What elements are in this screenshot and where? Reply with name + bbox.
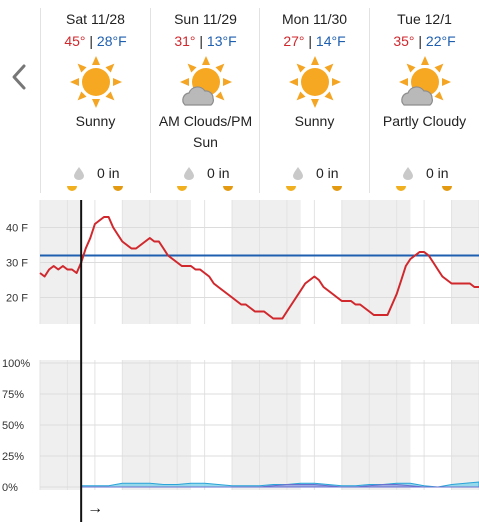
sunset-icon bbox=[113, 186, 123, 191]
sunset-icon bbox=[332, 186, 342, 191]
precip-row: 0 in bbox=[260, 163, 369, 181]
probability-area bbox=[81, 484, 479, 488]
sun-icon bbox=[69, 56, 122, 108]
day-column[interactable]: Sat 11/28 45° | 28°F Sunny 0 in bbox=[40, 8, 150, 193]
low-temp: 14°F bbox=[315, 33, 346, 49]
sun-icon bbox=[288, 56, 341, 108]
day-condition: Sunny bbox=[75, 113, 116, 129]
precip-probability-chart[interactable]: 100% 75% 50% 25% 0% bbox=[2, 358, 479, 494]
day-temps: 45° | 28°F bbox=[41, 33, 150, 51]
temp-separator: | bbox=[418, 33, 423, 49]
low-temp: 22°F bbox=[425, 33, 456, 49]
raindrop-icon bbox=[184, 167, 194, 180]
precip-amount: 0 in bbox=[426, 165, 449, 181]
sunrise-icon bbox=[67, 186, 77, 191]
sunrise-icon bbox=[286, 186, 296, 191]
raindrop-icon bbox=[293, 167, 303, 180]
day-date: Sat 11/28 bbox=[66, 11, 125, 27]
day-temps: 31° | 13°F bbox=[151, 33, 260, 51]
low-temp: 13°F bbox=[206, 33, 237, 49]
sunset-icon bbox=[223, 186, 233, 191]
y-tick-label: 40 F bbox=[6, 223, 28, 235]
y-tick-label: 25% bbox=[2, 451, 24, 463]
high-temp: 35° bbox=[393, 33, 415, 49]
sun-cloud-icon bbox=[179, 56, 232, 106]
temp-separator: | bbox=[199, 33, 204, 49]
temperature-chart[interactable]: 40 F 30 F 20 F bbox=[6, 200, 479, 324]
y-tick-label: 100% bbox=[2, 358, 30, 370]
y-tick-label: 20 F bbox=[6, 293, 28, 305]
hourly-charts[interactable]: 40 F 30 F 20 F 100% 75% 50% 25% 0% → bbox=[0, 200, 479, 530]
precip-amount: 0 in bbox=[207, 165, 230, 181]
high-temp: 45° bbox=[64, 33, 86, 49]
forecast-days: Sat 11/28 45° | 28°F Sunny 0 in Sun 11/2… bbox=[40, 8, 479, 193]
precip-amount: 0 in bbox=[97, 165, 120, 181]
y-tick-label: 30 F bbox=[6, 258, 28, 270]
prev-days-button[interactable] bbox=[8, 62, 30, 92]
high-temp: 31° bbox=[174, 33, 196, 49]
day-column[interactable]: Mon 11/30 27° | 14°F Sunny 0 in bbox=[259, 8, 369, 193]
day-column[interactable]: Tue 12/1 35° | 22°F Partly Cloudy 0 in bbox=[369, 8, 479, 193]
y-tick-label: 0% bbox=[2, 482, 18, 494]
day-condition: Partly Cloudy bbox=[382, 113, 467, 129]
day-temps: 27° | 14°F bbox=[260, 33, 369, 51]
temperature-line bbox=[39, 216, 479, 320]
raindrop-icon bbox=[74, 167, 84, 180]
y-tick-label: 75% bbox=[2, 389, 24, 401]
precip-amount: 0 in bbox=[316, 165, 339, 181]
day-column[interactable]: Sun 11/29 31° | 13°F AM Clouds/PM Sun 0 … bbox=[150, 8, 260, 193]
precip-row: 0 in bbox=[370, 163, 479, 181]
y-tick-label: 50% bbox=[2, 420, 24, 432]
sun-cloud-icon bbox=[398, 56, 451, 106]
temp-separator: | bbox=[89, 33, 94, 49]
precip-row: 0 in bbox=[151, 163, 260, 181]
day-date: Sun 11/29 bbox=[174, 11, 237, 27]
timeline-arrow[interactable]: → bbox=[87, 500, 103, 517]
day-date: Tue 12/1 bbox=[397, 11, 452, 27]
low-temp: 28°F bbox=[96, 33, 127, 49]
sunrise-icon bbox=[177, 186, 187, 191]
precip-row: 0 in bbox=[41, 163, 150, 181]
day-temps: 35° | 22°F bbox=[370, 33, 479, 51]
temp-separator: | bbox=[308, 33, 313, 49]
chevron-left-icon bbox=[12, 64, 26, 90]
sunset-icon bbox=[442, 186, 452, 191]
sunrise-icon bbox=[396, 186, 406, 191]
day-condition: AM Clouds/PM Sun bbox=[158, 113, 253, 150]
raindrop-icon bbox=[403, 167, 413, 180]
day-condition: Sunny bbox=[294, 113, 335, 129]
high-temp: 27° bbox=[283, 33, 305, 49]
probability-series bbox=[80, 481, 479, 488]
day-date: Mon 11/30 bbox=[281, 11, 348, 27]
